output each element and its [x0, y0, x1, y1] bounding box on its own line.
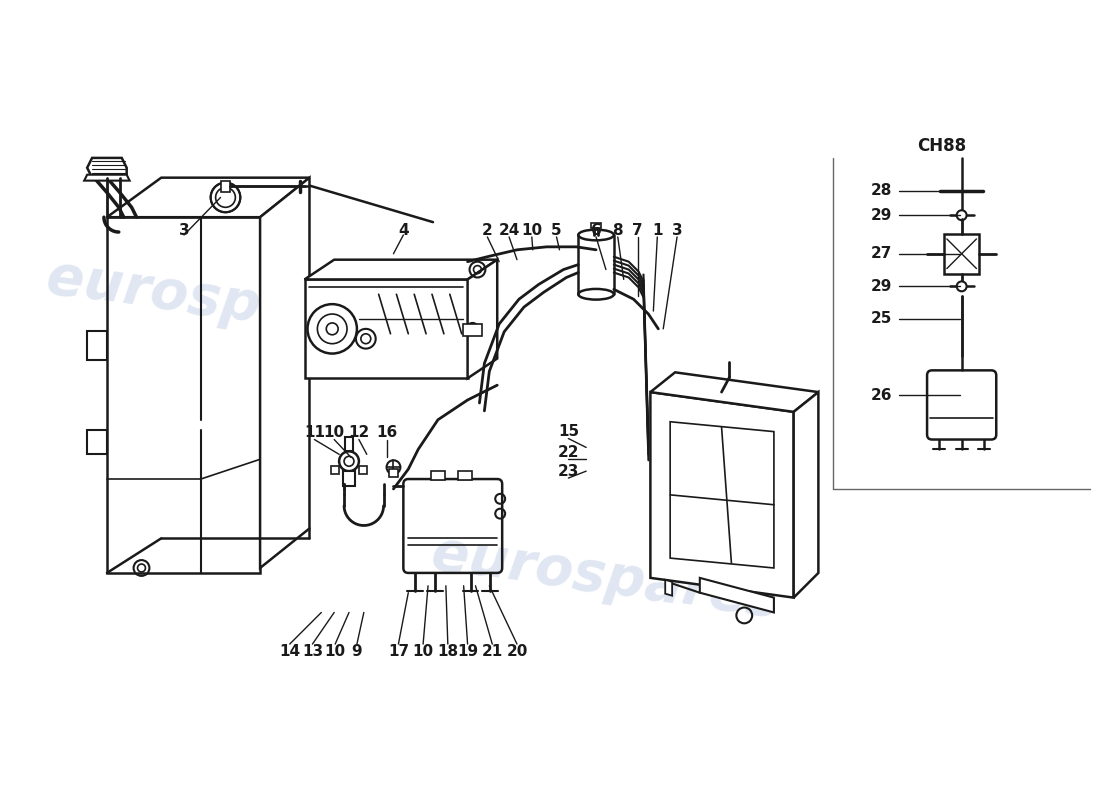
Text: 3: 3	[178, 222, 189, 238]
Text: 2: 2	[482, 222, 493, 238]
Text: 10: 10	[324, 645, 345, 659]
Text: eurospares: eurospares	[428, 526, 783, 629]
Text: 26: 26	[871, 387, 892, 402]
Text: 12: 12	[349, 425, 370, 440]
Polygon shape	[85, 174, 130, 181]
Polygon shape	[468, 260, 497, 378]
Text: 4: 4	[398, 222, 409, 238]
Bar	[944, 234, 979, 274]
Text: 27: 27	[871, 246, 892, 262]
Text: 1: 1	[652, 222, 662, 238]
Text: 19: 19	[456, 645, 478, 659]
Polygon shape	[107, 178, 309, 217]
Bar	[345, 437, 353, 451]
Text: 10: 10	[323, 425, 344, 440]
Polygon shape	[260, 178, 309, 568]
Text: 21: 21	[482, 645, 503, 659]
Text: eurospares: eurospares	[43, 250, 398, 352]
Bar	[331, 466, 339, 474]
Circle shape	[957, 210, 967, 220]
Text: 18: 18	[438, 645, 459, 659]
Polygon shape	[700, 578, 774, 613]
Text: 3: 3	[672, 222, 682, 238]
Text: 11: 11	[304, 425, 324, 440]
Text: 24: 24	[498, 222, 520, 238]
Bar	[359, 466, 366, 474]
Bar	[343, 471, 355, 486]
Text: 7: 7	[632, 222, 642, 238]
Polygon shape	[305, 260, 497, 279]
Text: 13: 13	[301, 645, 323, 659]
Text: 10: 10	[412, 645, 433, 659]
Polygon shape	[87, 430, 107, 454]
Text: 22: 22	[558, 445, 579, 460]
Text: 14: 14	[279, 645, 300, 659]
Text: 20: 20	[506, 645, 528, 659]
Polygon shape	[87, 158, 126, 178]
Text: 10: 10	[521, 222, 542, 238]
Text: 5: 5	[551, 222, 562, 238]
Polygon shape	[650, 372, 818, 412]
Text: 8: 8	[613, 222, 623, 238]
Text: 29: 29	[871, 279, 892, 294]
Text: 9: 9	[352, 645, 362, 659]
Bar	[388, 469, 398, 477]
Text: 16: 16	[376, 425, 397, 440]
Bar	[431, 471, 444, 480]
Text: 28: 28	[871, 183, 892, 198]
Polygon shape	[87, 331, 107, 361]
Circle shape	[957, 282, 967, 291]
Text: CH88: CH88	[917, 137, 967, 155]
Bar	[591, 223, 601, 228]
Text: 15: 15	[558, 424, 579, 439]
Circle shape	[138, 564, 145, 572]
Polygon shape	[670, 422, 774, 568]
Polygon shape	[650, 392, 794, 598]
Polygon shape	[666, 580, 672, 596]
Polygon shape	[794, 392, 818, 598]
Bar	[458, 471, 472, 480]
Text: 25: 25	[871, 311, 892, 326]
Bar	[463, 324, 483, 336]
Text: 29: 29	[871, 208, 892, 222]
Polygon shape	[305, 279, 468, 378]
Text: 17: 17	[388, 645, 409, 659]
Text: 6: 6	[591, 222, 602, 238]
Bar	[220, 181, 230, 193]
Text: 23: 23	[558, 464, 579, 478]
